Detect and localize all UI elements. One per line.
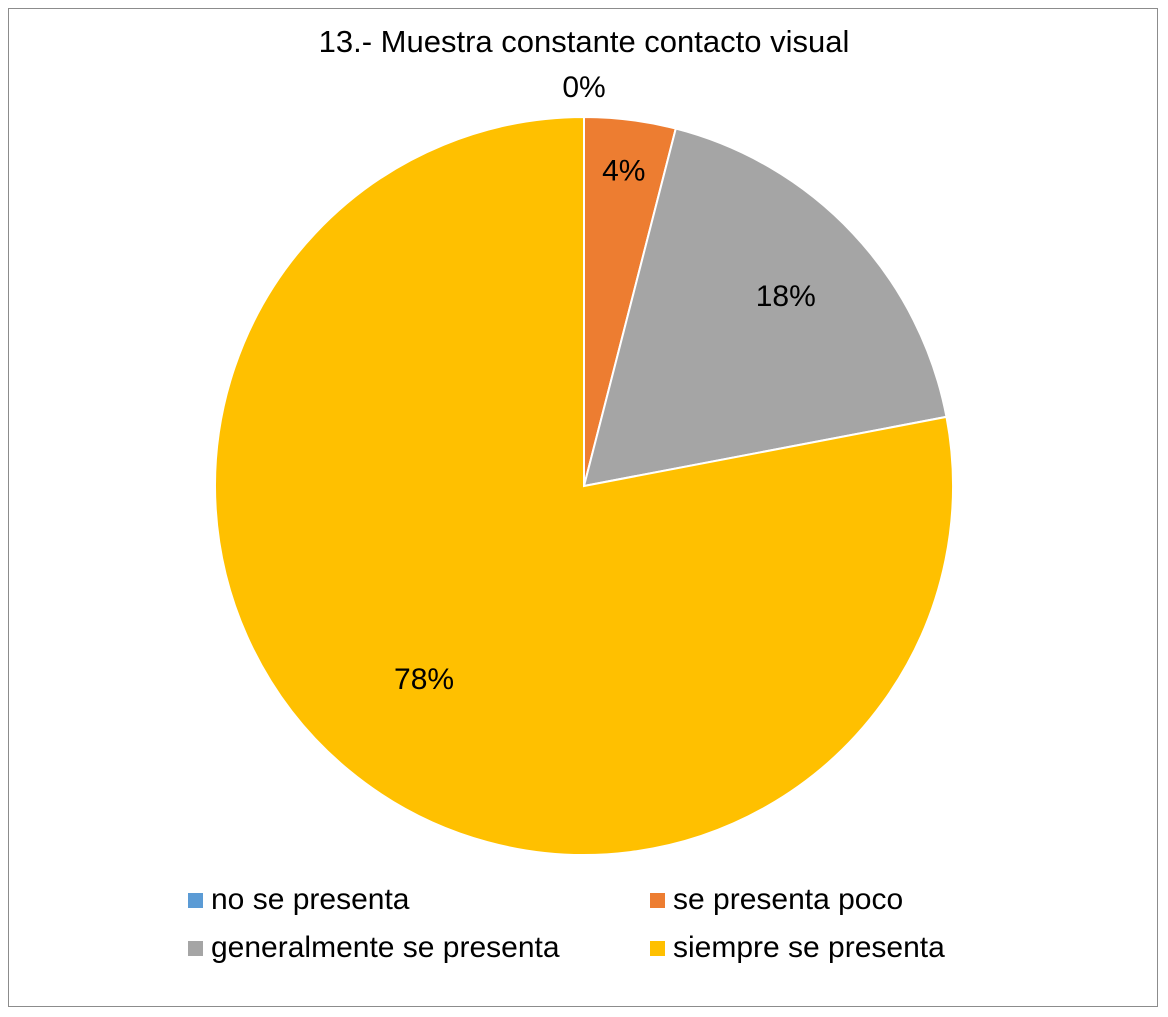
legend-item-siempre-se-presenta: siempre se presenta <box>650 930 945 966</box>
data-label-se-presenta-poco: 4% <box>602 155 645 188</box>
legend-item-no-se-presenta: no se presenta <box>188 882 409 918</box>
legend-label: se presenta poco <box>673 883 904 916</box>
legend-swatch <box>188 940 203 956</box>
legend-swatch <box>650 892 665 908</box>
legend-item-generalmente-se-presenta: generalmente se presenta <box>188 930 560 966</box>
data-label-siempre-se-presenta: 78% <box>394 663 454 696</box>
pie-data-labels: 0% 4% 18% 78% <box>394 71 816 696</box>
data-label-generalmente-se-presenta: 18% <box>756 280 816 313</box>
pie-slices <box>214 115 954 856</box>
legend-item-se-presenta-poco: se presenta poco <box>650 882 903 918</box>
legend-swatch <box>188 892 203 908</box>
legend-label: generalmente se presenta <box>211 931 560 964</box>
legend-label: siempre se presenta <box>673 931 945 964</box>
legend-swatch <box>650 940 665 956</box>
pie-slice-siempre-se-presenta <box>214 115 954 856</box>
legend-label: no se presenta <box>211 883 410 916</box>
chart-title: 13.- Muestra constante contacto visual <box>318 24 850 59</box>
data-label-no-se-presenta: 0% <box>562 71 605 104</box>
pie-slice-generalmente-se-presenta <box>582 127 948 488</box>
